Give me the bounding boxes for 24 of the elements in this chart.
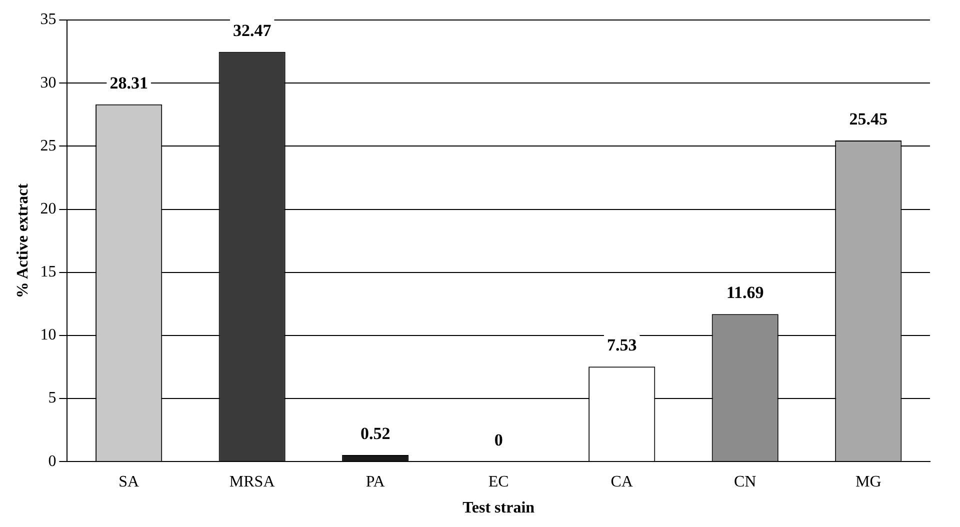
y-tick-label: 5 xyxy=(48,390,56,407)
x-axis-title: Test strain xyxy=(462,500,535,517)
y-tick-label: 10 xyxy=(40,326,56,344)
x-tick-label: EC xyxy=(488,473,509,490)
y-tick-label: 20 xyxy=(40,200,56,218)
y-tick-label: 25 xyxy=(40,137,56,154)
x-tick-label: CN xyxy=(734,473,757,490)
data-label: 7.53 xyxy=(606,335,637,354)
data-label: 32.47 xyxy=(232,20,272,40)
data-label: 0 xyxy=(494,430,503,450)
y-tick-label: 15 xyxy=(40,264,56,281)
x-tick-label: CA xyxy=(610,473,634,490)
data-label: 0.52 xyxy=(360,424,390,443)
y-tick-label: 30 xyxy=(40,74,56,92)
data-label: 28.31 xyxy=(110,73,148,92)
y-tick-label: 35 xyxy=(40,11,56,28)
x-tick-label: MRSA xyxy=(229,473,276,490)
y-tick-label: 0 xyxy=(48,452,56,470)
data-label: 25.45 xyxy=(849,109,888,128)
y-axis-title: % Active extract xyxy=(14,182,32,298)
x-tick-label: SA xyxy=(118,473,140,490)
x-tick-label: MG xyxy=(855,473,882,490)
x-tick-label: PA xyxy=(366,473,386,490)
data-label: 11.69 xyxy=(726,282,764,302)
